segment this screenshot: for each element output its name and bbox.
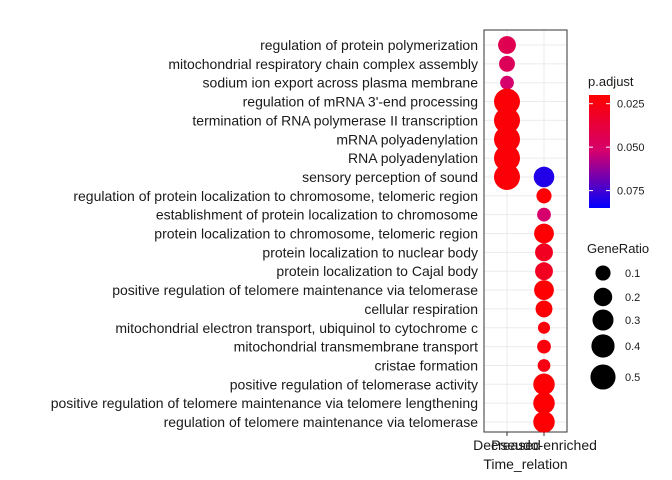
size-legend-title: GeneRatio — [587, 241, 649, 256]
data-point — [533, 392, 555, 414]
color-legend: p.adjust 0.025 0.050 0.075 — [588, 74, 645, 208]
data-point — [494, 163, 520, 190]
x-tick-label: Decreased — [473, 437, 541, 453]
data-point — [494, 126, 520, 153]
y-tick-label: cellular respiration — [364, 301, 478, 317]
size-legend-dot — [592, 309, 614, 331]
y-tick-label: protein localization to nuclear body — [262, 244, 478, 260]
y-tick-label: regulation of telomere maintenance via t… — [164, 414, 479, 430]
y-tick-label: mRNA polyadenylation — [336, 131, 478, 147]
size-legend: GeneRatio 0.1 0.2 0.3 0.4 0.5 — [587, 241, 649, 390]
data-point — [499, 55, 515, 72]
data-point — [500, 75, 514, 90]
data-point — [494, 145, 520, 172]
data-point — [494, 107, 520, 134]
size-legend-label: 0.3 — [625, 315, 640, 327]
x-tick-label: Pseudo-enriched — [491, 437, 597, 453]
y-tick-label: regulation of protein polymerization — [260, 37, 478, 53]
data-point — [494, 88, 520, 115]
y-tick-label: mitochondrial respiratory chain complex … — [168, 56, 478, 72]
color-tick-label: 0.025 — [617, 99, 645, 111]
data-point — [537, 339, 551, 354]
data-point — [498, 36, 516, 54]
size-legend-label: 0.1 — [625, 268, 640, 280]
color-legend-ticks: 0.025 0.050 0.075 — [589, 99, 645, 198]
size-legend-dot — [591, 334, 615, 358]
data-point — [535, 300, 553, 318]
y-tick-label: positive regulation of telomere maintena… — [51, 395, 478, 411]
data-point — [534, 280, 554, 300]
data-point — [537, 207, 551, 222]
y-tick-label: establishment of protein localization to… — [156, 207, 478, 223]
y-tick-label: sodium ion export across plasma membrane — [203, 75, 479, 91]
y-tick-label: protein localization to Cajal body — [276, 263, 478, 279]
y-tick-label: termination of RNA polymerase II transcr… — [192, 112, 478, 128]
color-tick-label: 0.075 — [617, 186, 645, 198]
y-tick-label: protein localization to chromosome, telo… — [154, 226, 478, 242]
y-tick-label: positive regulation of telomerase activi… — [230, 376, 478, 392]
data-point — [537, 359, 551, 372]
y-tick-label: mitochondrial electron transport, ubiqui… — [115, 320, 478, 336]
size-legend-dot — [593, 287, 613, 307]
y-tick-label: regulation of mRNA 3'-end processing — [243, 94, 478, 110]
data-points — [494, 36, 555, 433]
size-legend-dot — [595, 265, 611, 281]
color-legend-title: p.adjust — [588, 74, 634, 89]
data-point — [533, 373, 555, 396]
y-tick-label: sensory perception of sound — [302, 169, 478, 185]
size-legend-items: 0.1 0.2 0.3 0.4 0.5 — [590, 265, 640, 390]
y-tick-label: mitochondrial transmembrane transport — [234, 339, 478, 355]
data-point — [535, 243, 553, 262]
grid-lines — [484, 30, 567, 432]
size-legend-label: 0.2 — [625, 292, 640, 304]
data-point — [533, 411, 555, 433]
y-tick-label: cristae formation — [375, 357, 478, 373]
data-point — [534, 223, 554, 244]
y-tick-label: positive regulation of telomere maintena… — [112, 282, 478, 298]
color-legend-bar — [589, 95, 610, 208]
color-tick-label: 0.050 — [617, 142, 645, 154]
plot-panel — [483, 29, 568, 433]
data-point — [535, 262, 553, 281]
x-axis-title: Time_relation — [483, 456, 567, 472]
data-point — [533, 166, 555, 188]
y-tick-label: regulation of protein localization to ch… — [73, 188, 478, 204]
y-axis-labels: regulation of protein polymerization mito… — [51, 37, 478, 430]
size-legend-dot — [590, 364, 616, 390]
size-legend-label: 0.5 — [625, 372, 640, 384]
size-legend-label: 0.4 — [625, 341, 640, 353]
data-point — [537, 321, 551, 334]
data-point — [536, 188, 552, 204]
y-tick-label: RNA polyadenylation — [348, 150, 478, 166]
